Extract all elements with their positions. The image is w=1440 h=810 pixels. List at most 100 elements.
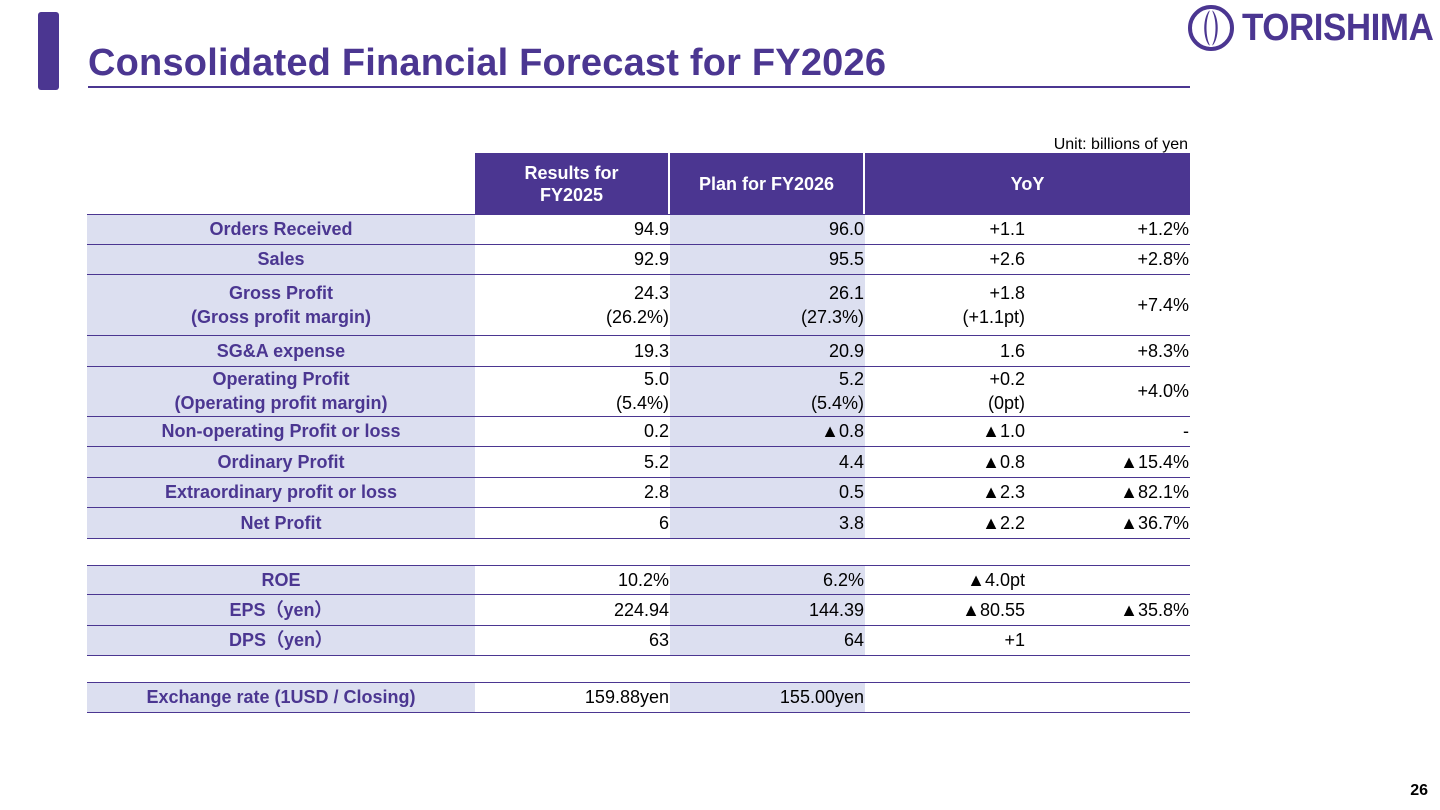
- cell-yoy-pct-value: +7.4%: [1137, 295, 1189, 315]
- header-yoy-label: YoY: [1010, 173, 1045, 194]
- table-body-per-share: ROE 10.2% 6.2% ▲4.0pt EPS（yen） 224.94 144.39 ▲8…: [87, 564, 1190, 656]
- cell-yoy-pct-value: +4.0%: [1137, 381, 1189, 401]
- cell-yoy-diff: +1: [865, 625, 1030, 655]
- page-number: 26: [1410, 782, 1428, 799]
- cell-yoy-pct-value: ▲82.1%: [1120, 482, 1189, 503]
- row-label-line: (Operating profit margin): [174, 393, 388, 413]
- row-label: Non-operating Profit or loss: [87, 416, 475, 446]
- table-row: Extraordinary profit or loss 2.8 0.5 ▲2.3 ▲8…: [87, 477, 1190, 508]
- table-header-row: Results for FY2025 Plan for FY2026 YoY: [87, 153, 1190, 214]
- cell-yoy-pct: +8.3%: [1030, 336, 1190, 366]
- cell-yoy-diff: +0.2 (0pt): [865, 366, 1030, 416]
- cell-yoy-diff-line: (0pt): [987, 393, 1025, 413]
- cell-plan-fy2026-line: ▲0.8: [821, 421, 864, 442]
- cell-plan-fy2026: 6.2%: [670, 565, 865, 594]
- cell-yoy-pct: [1030, 625, 1190, 655]
- row-label-line: Orders Received: [209, 219, 353, 240]
- header-yoy: YoY: [865, 153, 1190, 214]
- cell-plan-fy2026-line: 3.8: [838, 512, 864, 533]
- cell-yoy-pct-value: ▲35.8%: [1120, 599, 1189, 620]
- row-label: ROE: [87, 565, 475, 594]
- cell-results-fy2025-line: 92.9: [633, 249, 669, 270]
- table-row: DPS（yen） 63 64 +1: [87, 625, 1190, 656]
- row-label-line: Operating Profit: [212, 369, 350, 389]
- company-logo: TORISHIMA: [1188, 2, 1434, 54]
- cell-plan-fy2026: 0.5: [670, 477, 865, 507]
- row-label-line: Ordinary Profit: [217, 451, 345, 472]
- cell-yoy-diff-line: +2.6: [989, 249, 1025, 270]
- cell-yoy-diff-line: ▲80.55: [962, 599, 1025, 620]
- cell-results-fy2025-line: 224.94: [613, 599, 669, 620]
- cell-results-fy2025: 2.8: [475, 477, 670, 507]
- cell-results-fy2025-line: 2.8: [643, 482, 669, 503]
- table-body-exchange: Exchange rate (1USD / Closing) 159.88yen 1…: [87, 682, 1190, 713]
- table-row: Net Profit 6 3.8 ▲2.2 ▲36.7%: [87, 508, 1190, 539]
- cell-plan-fy2026-line: (5.4%): [810, 393, 864, 413]
- table-row: ROE 10.2% 6.2% ▲4.0pt: [87, 564, 1190, 595]
- cell-results-fy2025-line: 5.0: [643, 369, 669, 389]
- table-row: Ordinary Profit 5.2 4.4 ▲0.8 ▲15.4%: [87, 447, 1190, 478]
- cell-yoy-diff: [865, 683, 1030, 712]
- cell-yoy-diff-line: +0.2: [989, 369, 1025, 389]
- cell-results-fy2025-line: 24.3: [633, 283, 669, 303]
- cell-yoy-pct-value: -: [1183, 421, 1189, 442]
- header-results-fy2025-label: Results for FY2025: [524, 162, 619, 205]
- cell-results-fy2025: 92.9: [475, 244, 670, 274]
- cell-yoy-diff-line: (+1.1pt): [962, 307, 1025, 327]
- cell-yoy-pct: [1030, 683, 1190, 712]
- cell-plan-fy2026: 95.5: [670, 244, 865, 274]
- row-label-line: Exchange rate (1USD / Closing): [146, 687, 416, 708]
- cell-results-fy2025-line: (26.2%): [605, 307, 669, 327]
- cell-results-fy2025-line: 5.2: [643, 451, 669, 472]
- row-label: Ordinary Profit: [87, 447, 475, 477]
- cell-plan-fy2026: 96.0: [670, 215, 865, 244]
- cell-plan-fy2026: 144.39: [670, 595, 865, 625]
- cell-plan-fy2026-line: 6.2%: [822, 569, 864, 590]
- cell-plan-fy2026: ▲0.8: [670, 416, 865, 446]
- row-label: SG&A expense: [87, 336, 475, 366]
- cell-plan-fy2026-line: 0.5: [838, 482, 864, 503]
- cell-yoy-diff: ▲4.0pt: [865, 565, 1030, 594]
- row-label: Exchange rate (1USD / Closing): [87, 683, 475, 712]
- header-blank-cell: [87, 153, 475, 214]
- cell-yoy-pct-value: ▲36.7%: [1120, 512, 1189, 533]
- forecast-table: Results for FY2025 Plan for FY2026 YoY O…: [87, 153, 1190, 713]
- row-label-line: ROE: [261, 569, 301, 590]
- cell-results-fy2025: 5.2: [475, 447, 670, 477]
- cell-yoy-diff: ▲1.0: [865, 416, 1030, 446]
- cell-yoy-pct: -: [1030, 416, 1190, 446]
- table-row: EPS（yen） 224.94 144.39 ▲80.55 ▲35.8%: [87, 595, 1190, 626]
- cell-yoy-diff: ▲2.3: [865, 477, 1030, 507]
- cell-yoy-pct: +4.0%: [1030, 366, 1190, 416]
- cell-results-fy2025-line: 63: [648, 630, 669, 651]
- cell-plan-fy2026: 3.8: [670, 508, 865, 538]
- cell-results-fy2025: 94.9: [475, 215, 670, 244]
- header-results-fy2025: Results for FY2025: [475, 153, 670, 214]
- cell-plan-fy2026-line: 155.00yen: [779, 687, 864, 708]
- cell-results-fy2025: 19.3: [475, 336, 670, 366]
- cell-plan-fy2026-line: 20.9: [828, 340, 864, 361]
- cell-yoy-pct: +2.8%: [1030, 244, 1190, 274]
- cell-results-fy2025: 10.2%: [475, 565, 670, 594]
- cell-plan-fy2026-line: 26.1: [828, 283, 864, 303]
- cell-yoy-diff-line: ▲2.3: [982, 482, 1025, 503]
- cell-results-fy2025: 6: [475, 508, 670, 538]
- cell-plan-fy2026: 155.00yen: [670, 683, 865, 712]
- cell-results-fy2025-line: 19.3: [633, 340, 669, 361]
- table-row: Exchange rate (1USD / Closing) 159.88yen 1…: [87, 682, 1190, 713]
- cell-results-fy2025: 159.88yen: [475, 683, 670, 712]
- cell-yoy-pct: ▲82.1%: [1030, 477, 1190, 507]
- cell-yoy-pct: +7.4%: [1030, 275, 1190, 335]
- row-label-line: SG&A expense: [216, 340, 346, 361]
- row-label: Extraordinary profit or loss: [87, 477, 475, 507]
- cell-plan-fy2026-line: 4.4: [838, 451, 864, 472]
- cell-yoy-pct: ▲15.4%: [1030, 447, 1190, 477]
- table-row: Sales 92.9 95.5 +2.6 +2.8%: [87, 244, 1190, 275]
- table-spacer: [87, 539, 1190, 565]
- cell-yoy-pct-value: ▲15.4%: [1120, 451, 1189, 472]
- cell-plan-fy2026-line: 5.2: [838, 369, 864, 389]
- cell-results-fy2025: 63: [475, 625, 670, 655]
- row-label-line: EPS（yen）: [229, 599, 333, 620]
- torishima-emblem-icon: [1188, 5, 1234, 51]
- title-underline: [88, 86, 1190, 88]
